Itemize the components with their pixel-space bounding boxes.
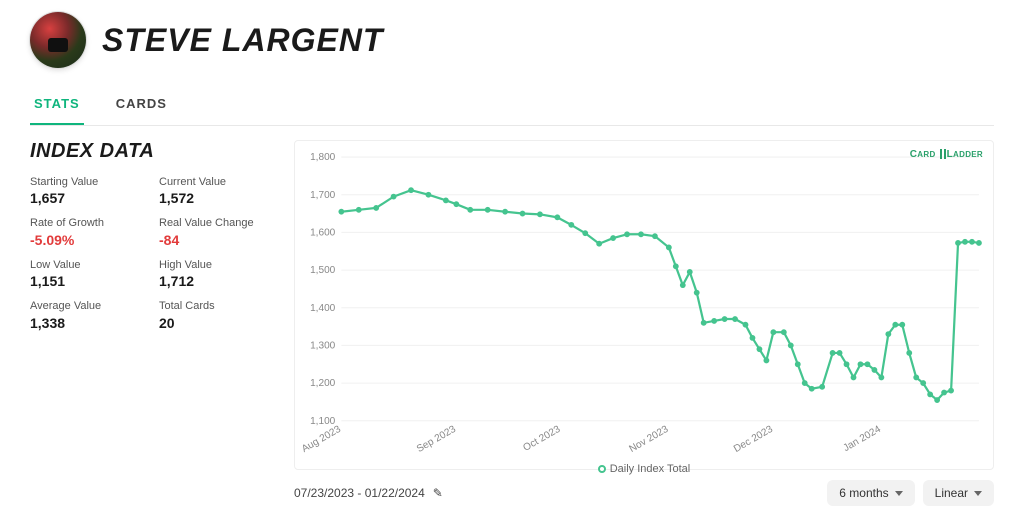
stat-label: Total Cards — [159, 299, 266, 314]
chevron-down-icon — [895, 491, 903, 496]
stat-current-value: Current Value 1,572 — [159, 175, 266, 212]
player-avatar — [30, 12, 86, 68]
date-range-text: 07/23/2023 - 01/22/2024 — [294, 486, 425, 500]
stat-label: Starting Value — [30, 175, 137, 190]
svg-text:1,400: 1,400 — [310, 303, 336, 314]
stat-label: Rate of Growth — [30, 216, 137, 231]
stat-value: 20 — [159, 315, 266, 331]
tab-bar: STATS CARDS — [30, 86, 994, 126]
scale-selector[interactable]: Linear — [923, 480, 994, 506]
chart-footer: 07/23/2023 - 01/22/2024 ✎ 6 months Linea… — [294, 480, 994, 506]
page-title: STEVE LARGENT — [102, 22, 383, 59]
stat-total-cards: Total Cards 20 — [159, 299, 266, 336]
tab-stats[interactable]: STATS — [30, 86, 84, 125]
svg-text:Aug 2023: Aug 2023 — [301, 424, 343, 455]
stat-label: High Value — [159, 258, 266, 273]
stat-value: -84 — [159, 232, 266, 248]
scale-selector-label: Linear — [935, 486, 968, 500]
chart-controls: 6 months Linear — [827, 480, 994, 506]
stat-value: 1,151 — [30, 273, 137, 289]
svg-text:1,200: 1,200 — [310, 378, 336, 389]
stat-low-value: Low Value 1,151 — [30, 258, 137, 295]
chevron-down-icon — [974, 491, 982, 496]
chart-box: CARD LADDER 1,100 1,200 1,300 1,400 1,500 1,6… — [294, 140, 994, 470]
svg-text:1,800: 1,800 — [310, 152, 336, 163]
svg-text:1,500: 1,500 — [310, 265, 336, 276]
svg-text:1,300: 1,300 — [310, 340, 336, 351]
legend-marker-icon — [598, 465, 606, 473]
date-range: 07/23/2023 - 01/22/2024 ✎ — [294, 486, 443, 500]
tab-cards[interactable]: CARDS — [112, 86, 171, 125]
stat-label: Low Value — [30, 258, 137, 273]
range-selector-label: 6 months — [839, 486, 888, 500]
stat-starting-value: Starting Value 1,657 — [30, 175, 137, 212]
svg-text:1,600: 1,600 — [310, 227, 336, 238]
stat-value: 1,712 — [159, 273, 266, 289]
svg-text:Jan 2024: Jan 2024 — [841, 424, 883, 454]
svg-text:1,700: 1,700 — [310, 190, 336, 201]
svg-text:Oct 2023: Oct 2023 — [521, 424, 562, 454]
line-chart[interactable]: 1,100 1,200 1,300 1,400 1,500 1,600 1,700 1,800… — [301, 147, 987, 459]
stat-average-value: Average Value 1,338 — [30, 299, 137, 336]
stat-value: 1,572 — [159, 190, 266, 206]
stat-value: -5.09% — [30, 232, 137, 248]
stat-label: Real Value Change — [159, 216, 266, 231]
page-header: STEVE LARGENT — [30, 12, 994, 68]
stat-label: Average Value — [30, 299, 137, 314]
stat-rate-of-growth: Rate of Growth -5.09% — [30, 216, 137, 253]
legend-label: Daily Index Total — [610, 463, 691, 475]
svg-text:Nov 2023: Nov 2023 — [627, 424, 670, 455]
svg-text:Dec 2023: Dec 2023 — [732, 424, 775, 455]
svg-text:1,100: 1,100 — [310, 416, 336, 427]
chart-panel: CARD LADDER 1,100 1,200 1,300 1,400 1,500 1,6… — [294, 140, 994, 506]
index-data-panel: INDEX DATA Starting Value 1,657 Current … — [30, 140, 266, 506]
stat-high-value: High Value 1,712 — [159, 258, 266, 295]
chart-legend: Daily Index Total — [301, 459, 987, 475]
stat-real-value-change: Real Value Change -84 — [159, 216, 266, 253]
range-selector[interactable]: 6 months — [827, 480, 914, 506]
svg-text:Sep 2023: Sep 2023 — [415, 424, 458, 455]
stat-value: 1,338 — [30, 315, 137, 331]
card-ladder-logo: CARD LADDER — [910, 149, 983, 160]
edit-date-range-icon[interactable]: ✎ — [433, 486, 443, 500]
stat-label: Current Value — [159, 175, 266, 190]
stats-grid: Starting Value 1,657 Current Value 1,572… — [30, 175, 266, 337]
section-title: INDEX DATA — [30, 140, 266, 163]
stat-value: 1,657 — [30, 190, 137, 206]
content-area: INDEX DATA Starting Value 1,657 Current … — [30, 140, 994, 506]
